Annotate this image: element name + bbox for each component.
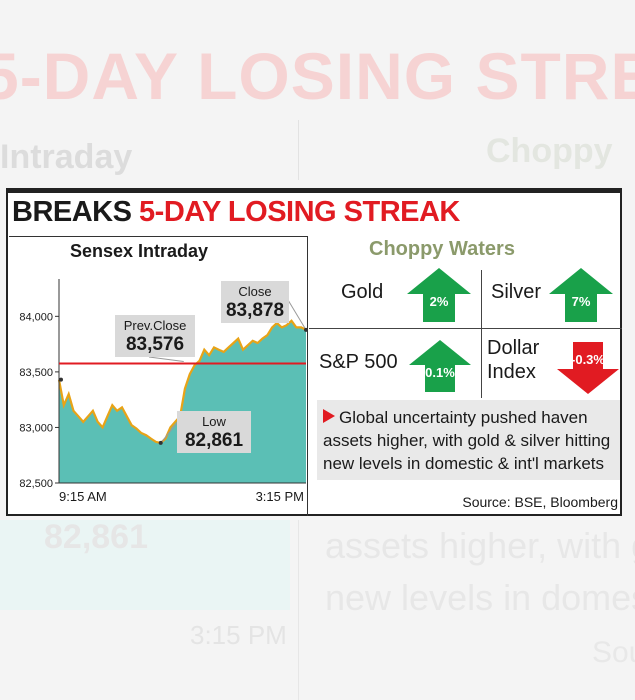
background-note-echo: assets higher, with g new levels in domes bbox=[325, 525, 635, 618]
chart-svg: 82,500 83,000 83,500 84,000 9:15 AM 3:15 PM Pr… bbox=[19, 279, 308, 504]
background-panel-echo: Choppy bbox=[486, 132, 613, 170]
source-credit: Source: BSE, Bloomberg bbox=[462, 494, 618, 510]
low-label: Low bbox=[202, 414, 226, 429]
prev-close-box bbox=[115, 315, 195, 357]
dollar-index-change: -0.3% bbox=[571, 352, 605, 367]
y-tick-label: 82,500 bbox=[19, 478, 53, 490]
low-value: 82,861 bbox=[185, 430, 244, 451]
panel-title: Choppy Waters bbox=[369, 238, 515, 260]
y-tick-label: 83,500 bbox=[19, 367, 53, 379]
asset-gold-label: Gold bbox=[341, 281, 384, 303]
start-marker bbox=[59, 377, 63, 382]
note-text: Global uncertainty pushed haven assets h… bbox=[323, 408, 611, 473]
background-title-echo: Intraday bbox=[0, 138, 133, 176]
prev-close-value: 83,576 bbox=[126, 334, 184, 355]
background-time-echo: 3:15 PM bbox=[190, 620, 287, 650]
low-box bbox=[177, 411, 251, 453]
panel-divider-horizontal bbox=[309, 328, 622, 329]
background-low-echo: 82,861 bbox=[44, 518, 148, 556]
low-marker bbox=[158, 440, 163, 445]
headline-highlight: 5-DAY LOSING STREAK bbox=[139, 196, 460, 228]
chart-title: Sensex Intraday bbox=[69, 241, 209, 261]
prev-close-pointer bbox=[148, 356, 184, 362]
gold-up-arrow-icon: 2% bbox=[407, 268, 471, 322]
close-value: 83,878 bbox=[226, 300, 284, 321]
silver-change: 7% bbox=[571, 294, 591, 309]
x-tick-label: 3:15 PM bbox=[256, 489, 304, 504]
prev-close-label: Prev.Close bbox=[124, 318, 187, 333]
headline-prefix: BREAKS bbox=[12, 196, 132, 228]
gold-change: 2% bbox=[429, 294, 449, 309]
close-box bbox=[221, 281, 289, 323]
background-headline-echo: 5-DAY LOSING STREAK bbox=[0, 39, 635, 113]
asset-silver-label: Silver bbox=[491, 281, 542, 303]
silver-up-arrow-icon: 7% bbox=[549, 268, 613, 322]
triangle-bullet-icon bbox=[323, 409, 335, 423]
sp500-up-arrow-icon: 0.1% bbox=[409, 340, 471, 392]
price-line bbox=[57, 319, 307, 445]
dollar-index-down-arrow-icon: -0.3% bbox=[557, 342, 619, 394]
note-box: Global uncertainty pushed haven assets h… bbox=[317, 400, 620, 480]
x-tick-label: 9:15 AM bbox=[59, 489, 107, 504]
asset-sp500-label: S&P 500 bbox=[319, 351, 398, 373]
background-source-echo: Sou bbox=[592, 636, 635, 669]
sensex-chart: Sensex Intraday 82,500 83,000 83,500 84,000… bbox=[9, 236, 308, 516]
headline: BREAKS 5-DAY LOSING STREAK bbox=[12, 196, 460, 229]
y-tick-label: 84,000 bbox=[19, 311, 53, 323]
panel-divider-vertical bbox=[481, 270, 482, 398]
close-label: Close bbox=[238, 284, 271, 299]
asset-dollar-index-label: Dollar Index bbox=[487, 337, 540, 383]
infographic-card: BREAKS 5-DAY LOSING STREAK Sensex Intrad… bbox=[6, 188, 622, 516]
low-pointer bbox=[160, 422, 178, 444]
close-marker bbox=[304, 327, 308, 332]
y-tick-label: 83,000 bbox=[19, 422, 53, 434]
choppy-waters-panel: Choppy Waters Gold 2% Silver 7% S&P 500 … bbox=[309, 236, 622, 516]
sp500-change: 0.1% bbox=[425, 365, 455, 380]
